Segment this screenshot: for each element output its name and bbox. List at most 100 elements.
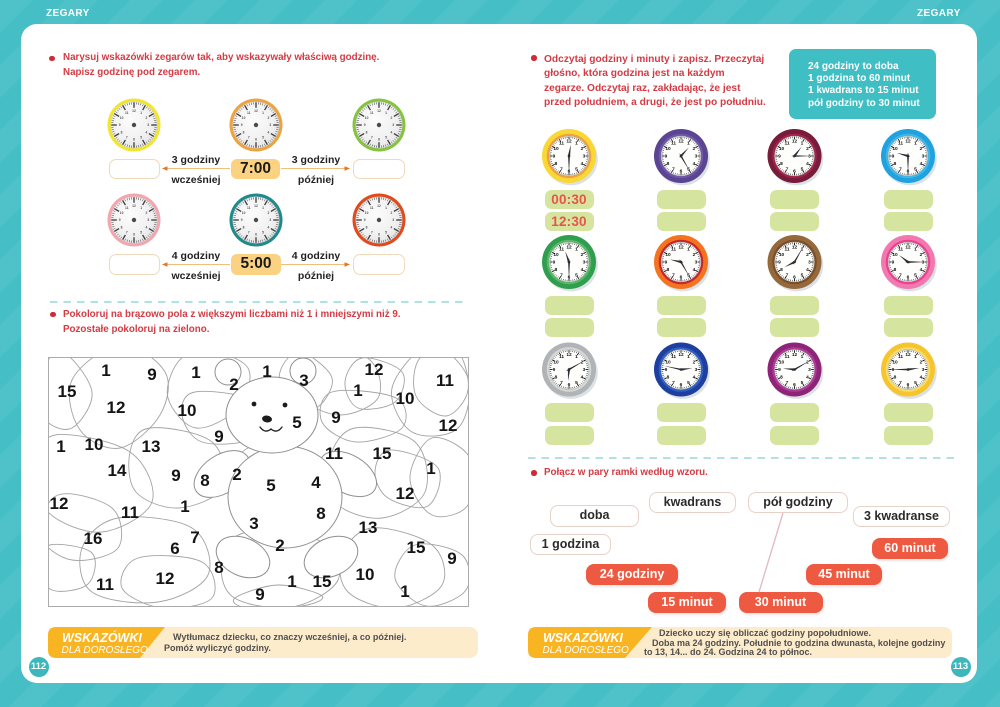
svg-text:1: 1: [687, 247, 690, 253]
svg-text:2: 2: [390, 211, 392, 215]
svg-text:9: 9: [364, 218, 366, 222]
svg-text:3: 3: [583, 367, 586, 373]
svg-text:7: 7: [190, 528, 199, 547]
svg-text:2: 2: [920, 360, 923, 366]
svg-text:4: 4: [581, 375, 584, 381]
svg-text:8: 8: [214, 558, 223, 577]
svg-text:8: 8: [894, 161, 897, 167]
svg-text:8: 8: [780, 267, 783, 273]
svg-text:5: 5: [801, 273, 804, 279]
svg-text:4: 4: [581, 161, 584, 167]
svg-text:1: 1: [353, 381, 362, 400]
svg-text:2: 2: [693, 360, 696, 366]
svg-text:2: 2: [229, 375, 238, 394]
svg-text:5: 5: [385, 136, 387, 140]
svg-text:12: 12: [107, 398, 126, 417]
svg-text:5: 5: [385, 231, 387, 235]
svg-text:10: 10: [665, 252, 671, 258]
svg-text:12: 12: [678, 139, 684, 145]
svg-text:11: 11: [325, 444, 343, 463]
svg-text:1: 1: [801, 354, 804, 360]
svg-text:11: 11: [370, 111, 374, 115]
svg-text:2: 2: [806, 360, 809, 366]
svg-text:7: 7: [786, 380, 789, 386]
svg-text:12: 12: [156, 569, 175, 588]
svg-text:11: 11: [898, 247, 903, 253]
svg-text:6: 6: [680, 275, 683, 281]
svg-text:2: 2: [267, 116, 269, 120]
svg-text:9: 9: [778, 260, 781, 266]
svg-text:10: 10: [396, 389, 415, 408]
svg-text:11: 11: [247, 206, 251, 210]
svg-text:8: 8: [667, 161, 670, 167]
svg-text:7: 7: [248, 136, 250, 140]
svg-text:9: 9: [892, 154, 895, 160]
svg-text:1: 1: [262, 362, 271, 381]
svg-text:9: 9: [778, 154, 781, 160]
svg-text:1: 1: [180, 497, 189, 516]
svg-text:11: 11: [671, 141, 676, 147]
svg-text:15: 15: [58, 382, 77, 401]
svg-text:3: 3: [392, 123, 394, 127]
svg-text:11: 11: [559, 247, 564, 253]
svg-text:1: 1: [140, 111, 142, 115]
svg-text:6: 6: [907, 169, 910, 175]
svg-text:12: 12: [678, 245, 684, 251]
svg-text:5: 5: [266, 476, 275, 495]
svg-text:1: 1: [140, 206, 142, 210]
svg-text:2: 2: [581, 360, 584, 366]
svg-text:6: 6: [793, 382, 796, 388]
svg-text:6: 6: [170, 539, 179, 558]
svg-text:5: 5: [687, 380, 690, 386]
svg-text:5: 5: [262, 231, 264, 235]
svg-text:1: 1: [801, 247, 804, 253]
svg-text:11: 11: [125, 111, 129, 115]
svg-text:11: 11: [370, 206, 374, 210]
svg-text:12: 12: [792, 139, 798, 145]
svg-text:8: 8: [555, 161, 558, 167]
svg-text:1: 1: [400, 582, 409, 601]
svg-text:11: 11: [559, 354, 564, 360]
svg-text:6: 6: [133, 138, 135, 142]
svg-text:11: 11: [784, 247, 789, 253]
svg-text:2: 2: [581, 252, 584, 258]
svg-text:9: 9: [331, 408, 340, 427]
svg-text:9: 9: [255, 585, 264, 604]
svg-text:4: 4: [920, 161, 923, 167]
svg-text:11: 11: [898, 354, 903, 360]
svg-text:9: 9: [665, 154, 668, 160]
svg-text:2: 2: [267, 211, 269, 215]
svg-text:15: 15: [313, 572, 332, 591]
svg-text:10: 10: [365, 211, 369, 215]
svg-text:12: 12: [439, 416, 458, 435]
svg-text:8: 8: [780, 161, 783, 167]
svg-text:2: 2: [390, 116, 392, 120]
svg-text:9: 9: [892, 260, 895, 266]
svg-text:9: 9: [364, 123, 366, 127]
svg-text:9: 9: [665, 260, 668, 266]
svg-text:10: 10: [553, 146, 559, 152]
svg-text:7: 7: [899, 380, 902, 386]
svg-text:1: 1: [262, 206, 264, 210]
svg-text:12: 12: [365, 360, 384, 379]
svg-text:1: 1: [191, 363, 200, 382]
svg-text:4: 4: [693, 375, 696, 381]
svg-text:7: 7: [672, 380, 675, 386]
svg-text:5: 5: [140, 136, 142, 140]
svg-text:6: 6: [907, 382, 910, 388]
svg-text:11: 11: [784, 354, 789, 360]
svg-text:8: 8: [555, 267, 558, 273]
svg-text:6: 6: [680, 382, 683, 388]
svg-text:10: 10: [779, 360, 785, 366]
svg-text:10: 10: [242, 116, 246, 120]
svg-text:10: 10: [85, 435, 104, 454]
svg-text:4: 4: [145, 225, 147, 229]
svg-text:6: 6: [255, 233, 257, 237]
svg-text:2: 2: [920, 252, 923, 258]
svg-text:12: 12: [905, 139, 911, 145]
svg-text:3: 3: [922, 260, 925, 266]
svg-text:7: 7: [371, 231, 373, 235]
svg-text:4: 4: [390, 225, 392, 229]
svg-text:11: 11: [436, 371, 454, 390]
svg-text:12: 12: [905, 245, 911, 251]
